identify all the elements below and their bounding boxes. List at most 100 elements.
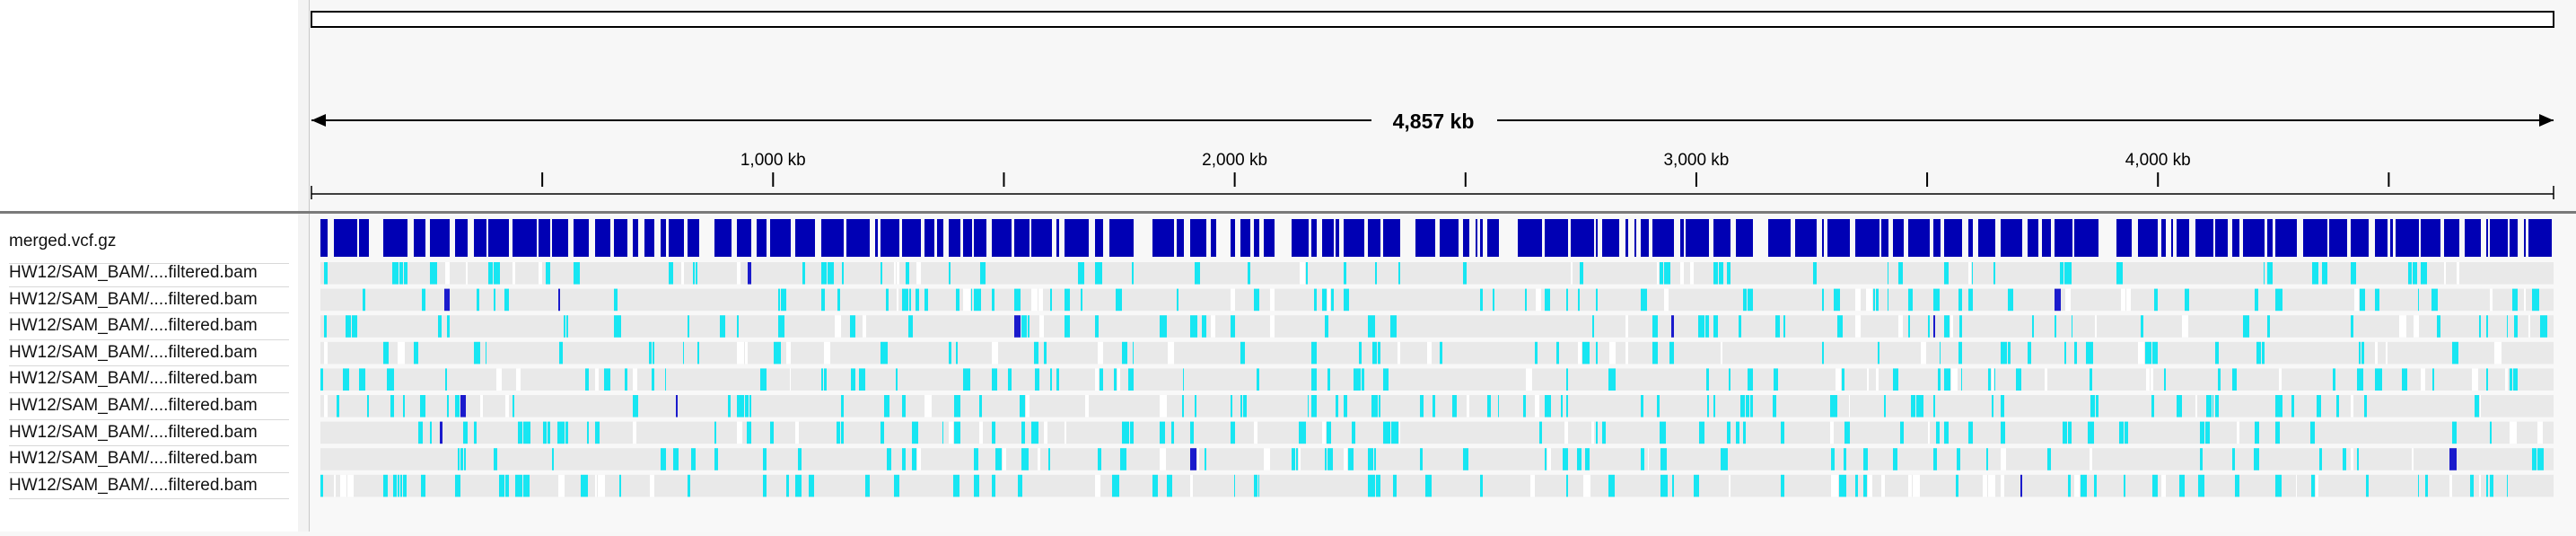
genotype-het[interactable] bbox=[763, 474, 767, 497]
genotype-het[interactable] bbox=[669, 262, 673, 285]
genotype-het[interactable] bbox=[1958, 288, 1962, 312]
genotype-nocall[interactable] bbox=[1299, 448, 1301, 470]
genotype-het[interactable] bbox=[1664, 262, 1670, 285]
genotype-het[interactable] bbox=[1098, 448, 1101, 470]
variant-site[interactable] bbox=[2351, 219, 2369, 257]
variant-site[interactable] bbox=[688, 219, 699, 257]
genotype-het[interactable] bbox=[2016, 368, 2021, 391]
genotype-het[interactable] bbox=[2336, 395, 2339, 417]
genotype-het[interactable] bbox=[523, 421, 530, 444]
variant-site[interactable] bbox=[1602, 219, 1619, 257]
genotype-het[interactable] bbox=[821, 262, 827, 285]
variant-site[interactable] bbox=[1344, 219, 1364, 257]
genotype-het[interactable] bbox=[1961, 368, 1962, 391]
genotype-het[interactable] bbox=[383, 341, 389, 365]
variant-site[interactable] bbox=[1933, 219, 1941, 257]
genotype-het[interactable] bbox=[828, 262, 834, 285]
variant-site[interactable] bbox=[2028, 219, 2038, 257]
genotype-het[interactable] bbox=[1190, 315, 1197, 338]
genotype-het[interactable] bbox=[906, 262, 909, 285]
genotype-het[interactable] bbox=[728, 395, 731, 417]
variant-site[interactable] bbox=[1968, 219, 1973, 257]
genotype-het[interactable] bbox=[633, 395, 638, 417]
genotype-het[interactable] bbox=[1362, 368, 1364, 391]
genotype-het[interactable] bbox=[1727, 262, 1730, 285]
genotype-het[interactable] bbox=[1493, 288, 1494, 312]
genotype-het[interactable] bbox=[1842, 368, 1844, 391]
genotype-het[interactable] bbox=[1525, 288, 1527, 312]
genotype-nocall[interactable] bbox=[1264, 448, 1270, 470]
variant-site[interactable] bbox=[320, 219, 328, 257]
genotype-het[interactable] bbox=[543, 421, 547, 444]
variant-site[interactable] bbox=[2161, 219, 2166, 257]
genotype-homvar[interactable] bbox=[2055, 288, 2061, 312]
genotype-het[interactable] bbox=[2264, 262, 2265, 285]
genotype-het[interactable] bbox=[1171, 421, 1174, 444]
genotype-het[interactable] bbox=[2507, 474, 2508, 497]
genotype-het[interactable] bbox=[2185, 288, 2189, 312]
genotype-het[interactable] bbox=[2317, 395, 2321, 417]
genotype-het[interactable] bbox=[2275, 421, 2280, 444]
variant-site[interactable] bbox=[1822, 219, 1824, 257]
genotype-het[interactable] bbox=[974, 288, 981, 312]
genotype-nocall[interactable] bbox=[1427, 341, 1432, 365]
genotype-het[interactable] bbox=[1746, 395, 1749, 417]
genotype-het[interactable] bbox=[1376, 474, 1380, 497]
genotype-het[interactable] bbox=[1420, 395, 1424, 417]
genotype-nocall[interactable] bbox=[2524, 288, 2526, 312]
genotype-het[interactable] bbox=[1021, 315, 1027, 338]
genotype-het[interactable] bbox=[2141, 315, 2143, 338]
genotype-het[interactable] bbox=[1021, 448, 1029, 470]
genotype-het[interactable] bbox=[778, 315, 784, 338]
sample-track-name[interactable]: HW12/SAM_BAM/....filtered.bam bbox=[9, 366, 289, 393]
genotype-homvar[interactable] bbox=[1671, 315, 1674, 338]
genotype-het[interactable] bbox=[2088, 421, 2094, 444]
variant-site[interactable] bbox=[2421, 219, 2440, 257]
genotype-het[interactable] bbox=[1480, 474, 1483, 497]
variant-site[interactable] bbox=[1736, 219, 1753, 257]
variant-site[interactable] bbox=[757, 219, 767, 257]
genotype-het[interactable] bbox=[403, 395, 405, 417]
variant-site[interactable] bbox=[334, 219, 357, 257]
genotype-nocall[interactable] bbox=[324, 341, 328, 365]
genotype-het[interactable] bbox=[1743, 421, 1746, 444]
genotype-het[interactable] bbox=[1580, 262, 1583, 285]
genotype-het[interactable] bbox=[1944, 315, 1950, 338]
genotype-het[interactable] bbox=[696, 262, 697, 285]
genotype-het[interactable] bbox=[2256, 341, 2261, 365]
genotype-het[interactable] bbox=[1781, 474, 1784, 497]
genotype-het[interactable] bbox=[1956, 474, 1958, 497]
genotype-nocall[interactable] bbox=[1038, 288, 1043, 312]
variant-site[interactable] bbox=[1893, 219, 1904, 257]
genotype-het[interactable] bbox=[2452, 341, 2458, 365]
genotype-het[interactable] bbox=[1327, 421, 1331, 444]
variant-site[interactable] bbox=[1625, 219, 1628, 257]
genotype-nocall[interactable] bbox=[1231, 288, 1235, 312]
genotype-het[interactable] bbox=[824, 368, 827, 391]
genotype-het[interactable] bbox=[859, 368, 865, 391]
genotype-het[interactable] bbox=[2408, 262, 2412, 285]
variant-site[interactable] bbox=[414, 219, 425, 257]
genotype-het[interactable] bbox=[1425, 474, 1432, 497]
variant-site[interactable] bbox=[2490, 219, 2508, 257]
genotype-het[interactable] bbox=[881, 341, 888, 365]
variant-site[interactable] bbox=[1596, 219, 1598, 257]
variant-site[interactable] bbox=[1768, 219, 1791, 257]
variant-site[interactable] bbox=[937, 219, 943, 257]
genotype-het[interactable] bbox=[763, 448, 767, 470]
variant-site[interactable] bbox=[1109, 219, 1134, 257]
genotype-het[interactable] bbox=[821, 288, 825, 312]
genotype-het[interactable] bbox=[1884, 395, 1886, 417]
genotype-het[interactable] bbox=[505, 474, 509, 497]
genotype-het[interactable] bbox=[2532, 448, 2537, 470]
genotype-nocall[interactable] bbox=[1876, 368, 1879, 391]
genotype-het[interactable] bbox=[954, 421, 960, 444]
genotype-het[interactable] bbox=[2090, 368, 2092, 391]
genotype-nocall[interactable] bbox=[1831, 474, 1838, 497]
genotype-het[interactable] bbox=[1391, 421, 1398, 444]
genotype-nocall[interactable] bbox=[1721, 341, 1722, 365]
genotype-het[interactable] bbox=[1133, 341, 1134, 365]
genotype-het[interactable] bbox=[737, 395, 744, 417]
genotype-het[interactable] bbox=[714, 421, 716, 444]
genotype-nocall[interactable] bbox=[979, 421, 983, 444]
